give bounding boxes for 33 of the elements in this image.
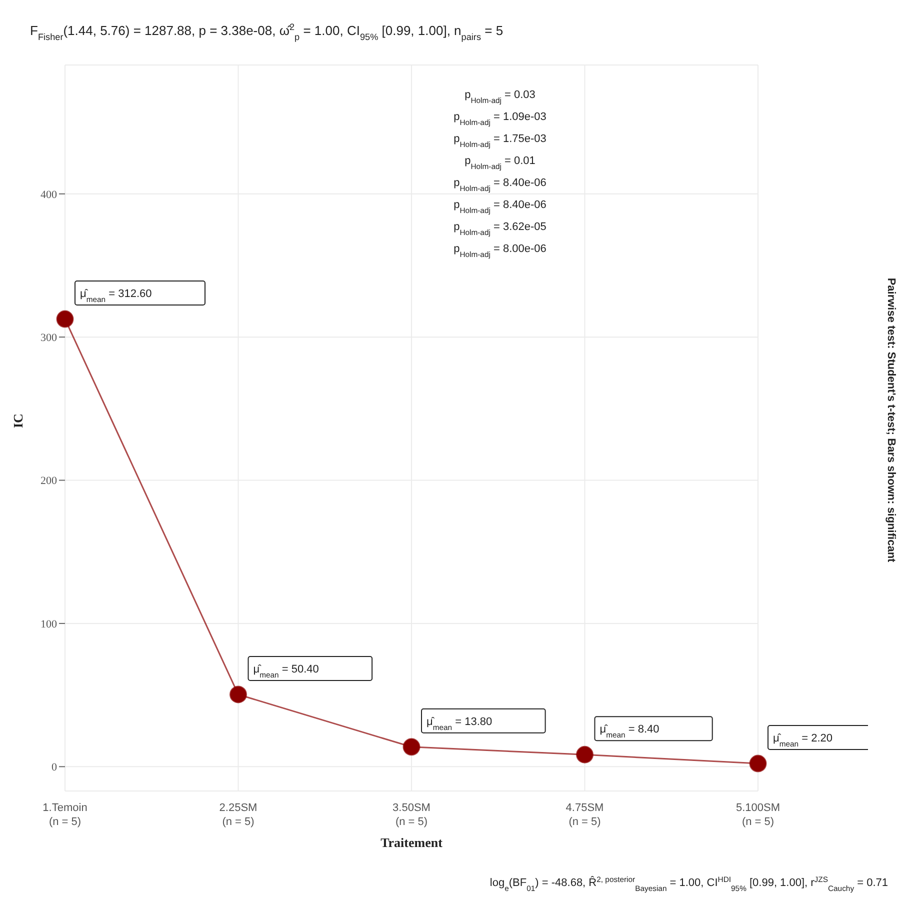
- point: [749, 754, 767, 772]
- text: Pairwise test: Student's t-test; Bars shown: significant: [885, 278, 897, 563]
- annotation: p$_{Holm-adj}$ = 8.40e-06: [454, 199, 546, 214]
- y-tick-label: 200: [40, 475, 58, 488]
- data-label: μ̂$_{mean}$ = 8.40: [600, 724, 660, 740]
- x-tick-label: 1.Temoin (n = 5): [42, 802, 88, 828]
- x-tick-label: 3.50SM (n = 5): [392, 802, 430, 828]
- point: [402, 738, 420, 756]
- y-tick-label: 100: [40, 618, 58, 630]
- annotation: p$_{Holm-adj}$ = 0.03: [464, 89, 536, 104]
- y-tick-label: 0: [52, 762, 58, 774]
- annotation: p$_{Holm-adj}$ = 1.09e-03: [454, 111, 546, 126]
- y-tick-label: 400: [40, 188, 58, 201]
- y-tick-label: 300: [40, 332, 58, 344]
- point: [576, 746, 594, 764]
- point: [56, 310, 74, 328]
- annotation: p$_{Holm-adj}$ = 8.40e-06: [454, 177, 546, 192]
- x-tick-label: 2.25SM (n = 5): [219, 802, 258, 828]
- annotation: p$_{Holm-adj}$ = 1.75e-03: [454, 133, 546, 148]
- annotation: p$_{Holm-adj}$ = 8.00e-06: [454, 243, 546, 258]
- text: log$_{e}$(BF$_{01}$) = -48.68, R̂$^{2, posterior}$$_{Bayesian}$ = 1.00, CI$^{HDI}$$_{95%}$ [0.99, 1.00], r$^{JZS}$$_{Cauchy}$ = 0.71: [490, 874, 888, 892]
- data-label: μ̂$_{mean}$ = 13.80: [426, 716, 492, 732]
- data-label: μ̂$_{mean}$ = 2.20: [773, 732, 833, 748]
- annotation: p$_{Holm-adj}$ = 0.01: [464, 155, 536, 170]
- point: [230, 686, 247, 704]
- chart-title: F$_{Fisher}$(1.44, 5.76) = 1287.88, p = 3.38e-08, ω̂$^{2}$$_{p}$ = 1.00, CI$_{95%}$ [0.99, 1.00], n$_{pairs}$ = 5: [30, 22, 504, 42]
- x-axis-title: Traitement: [380, 835, 444, 850]
- data-label: μ̂$_{mean}$ = 312.60: [80, 288, 152, 304]
- y-axis-title: IC: [10, 414, 26, 428]
- data-label: μ̂$_{mean}$ = 50.40: [253, 663, 319, 679]
- x-tick-label: 5.100SM (n = 5): [736, 802, 780, 828]
- annotation: p$_{Holm-adj}$ = 3.62e-05: [454, 221, 546, 236]
- x-tick-label: 4.75SM (n = 5): [566, 802, 604, 828]
